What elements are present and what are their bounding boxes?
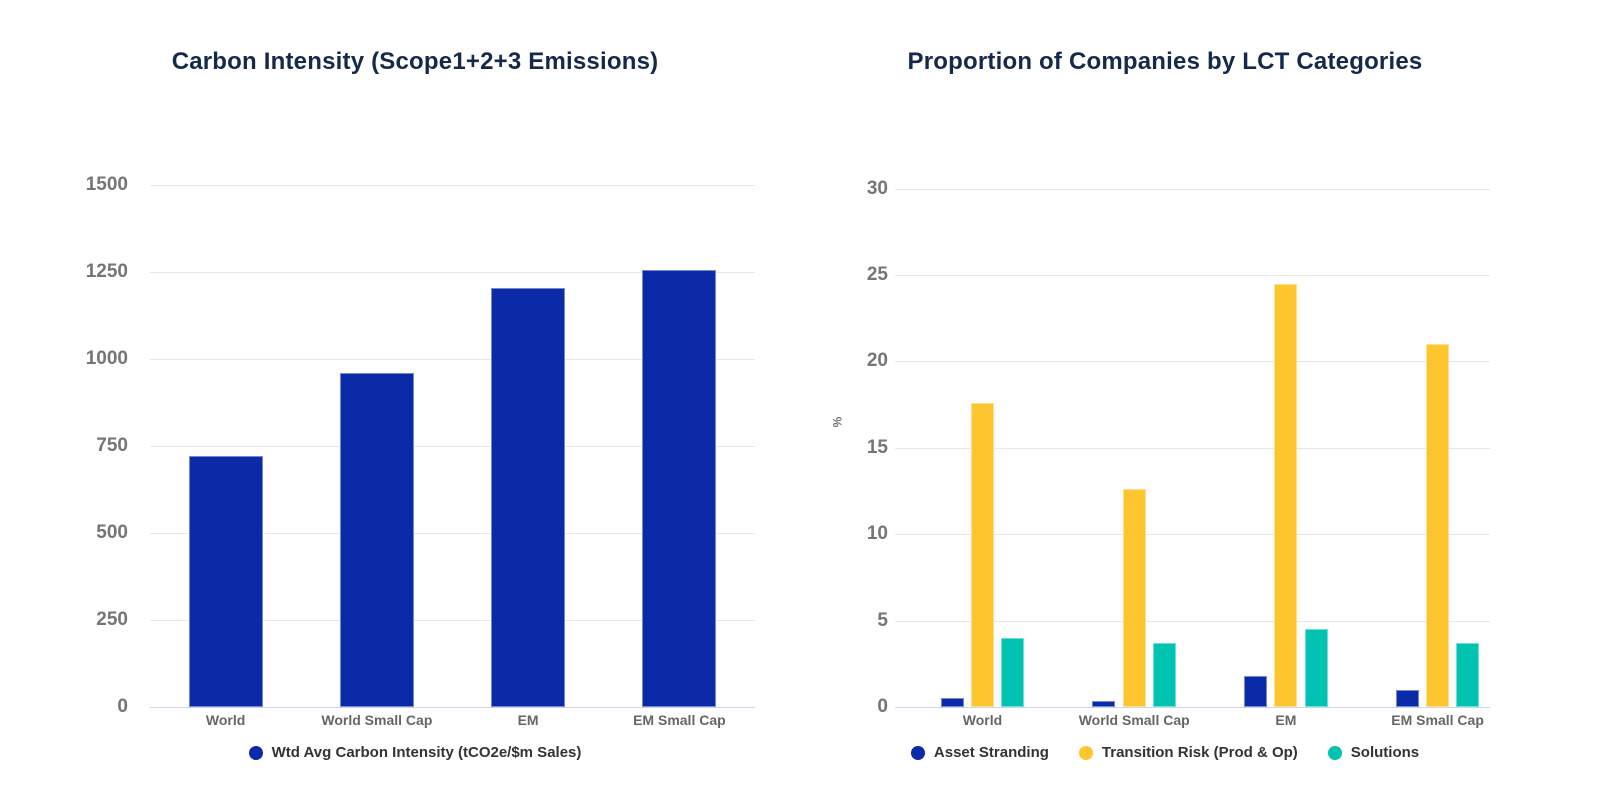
y-tick-label: 750 <box>96 435 128 456</box>
legend-label: Transition Risk (Prod & Op) <box>1101 744 1298 761</box>
legend-item[interactable]: Solutions <box>1327 744 1420 761</box>
gridline <box>895 447 1490 449</box>
y-tick-label: 1250 <box>85 261 128 282</box>
y-tick-label: 25 <box>866 264 888 285</box>
x-axis-line <box>150 707 755 708</box>
chart-legend: Asset Stranding Transition Risk (Prod & O… <box>820 744 1510 761</box>
bar[interactable] <box>1092 701 1116 707</box>
y-tick-label: 0 <box>117 696 128 717</box>
bar[interactable] <box>188 456 263 707</box>
legend-marker-icon <box>1078 745 1093 760</box>
legend-item[interactable]: Asset Stranding <box>910 744 1049 761</box>
y-tick-label: 10 <box>866 523 888 545</box>
x-axis-line <box>895 707 1490 708</box>
y-tick-label: 20 <box>866 350 888 372</box>
bar[interactable] <box>1274 283 1298 707</box>
bar[interactable] <box>339 372 414 707</box>
y-tick-label: 5 <box>877 609 888 631</box>
gridline <box>150 533 755 534</box>
bar[interactable] <box>971 402 994 707</box>
plot-area: 0 5 10 15 20 25 30 World World Small Cap EM EM Sma… <box>820 0 1510 810</box>
legend-item[interactable]: Transition Risk (Prod & Op) <box>1078 744 1298 761</box>
gridline <box>150 185 755 186</box>
legend-marker-icon <box>248 745 263 760</box>
category-label: EM Small Cap <box>1391 712 1484 728</box>
gridline <box>150 272 755 273</box>
gridline <box>895 620 1490 622</box>
legend-label: Solutions <box>1350 744 1420 761</box>
y-tick-label: 500 <box>96 522 128 543</box>
legend-item[interactable]: Wtd Avg Carbon Intensity (tCO2e/$m Sales… <box>248 744 582 761</box>
category-label: World Small Cap <box>1078 712 1190 728</box>
legend-marker-icon <box>910 745 925 760</box>
gridline <box>150 446 755 447</box>
category-label: World <box>205 712 246 728</box>
carbon-intensity-chart: Carbon Intensity (Scope1+2+3 Emissions) … <box>60 0 770 810</box>
bar[interactable] <box>1395 689 1419 707</box>
y-tick-label: 0 <box>877 696 888 717</box>
bar[interactable] <box>1426 344 1450 707</box>
chart-legend: Wtd Avg Carbon Intensity (tCO2e/$m Sales… <box>60 744 770 761</box>
y-tick-label: 250 <box>96 609 128 630</box>
bar[interactable] <box>642 270 717 707</box>
category-label: World <box>962 712 1003 728</box>
gridline <box>895 275 1490 276</box>
bar[interactable] <box>1456 643 1480 707</box>
bar[interactable] <box>1001 637 1025 707</box>
bar[interactable] <box>1122 489 1146 707</box>
gridline <box>150 359 755 360</box>
y-tick-label: 15 <box>866 436 888 458</box>
y-tick-label: 1500 <box>85 174 128 195</box>
bar[interactable] <box>491 287 566 707</box>
category-label: EM Small Cap <box>633 712 726 728</box>
y-tick-label: 1000 <box>85 348 128 369</box>
category-label: EM <box>517 712 539 728</box>
gridline <box>895 188 1490 190</box>
category-label: World Small Cap <box>321 712 433 728</box>
bar[interactable] <box>1153 643 1176 707</box>
y-tick-label: 30 <box>866 177 888 199</box>
plot-area: 0 250 500 750 1000 1250 1500 World World Small C… <box>60 0 770 810</box>
gridline <box>895 534 1490 536</box>
gridline <box>895 361 1490 363</box>
legend-label: Asset Stranding <box>933 744 1049 761</box>
bar[interactable] <box>1304 629 1328 707</box>
bar[interactable] <box>1244 675 1268 707</box>
legend-marker-icon <box>1327 745 1342 760</box>
category-label: EM <box>1275 712 1297 728</box>
legend-label: Wtd Avg Carbon Intensity (tCO2e/$m Sales… <box>271 744 582 761</box>
bar[interactable] <box>940 697 964 707</box>
chart-title: Carbon Intensity (Scope1+2+3 Emissions) <box>171 48 659 75</box>
gridline <box>150 620 755 621</box>
chart-title: Proportion of Companies by LCT Categorie… <box>907 48 1423 75</box>
lct-categories-chart: Proportion of Companies by LCT Categorie… <box>820 0 1510 810</box>
